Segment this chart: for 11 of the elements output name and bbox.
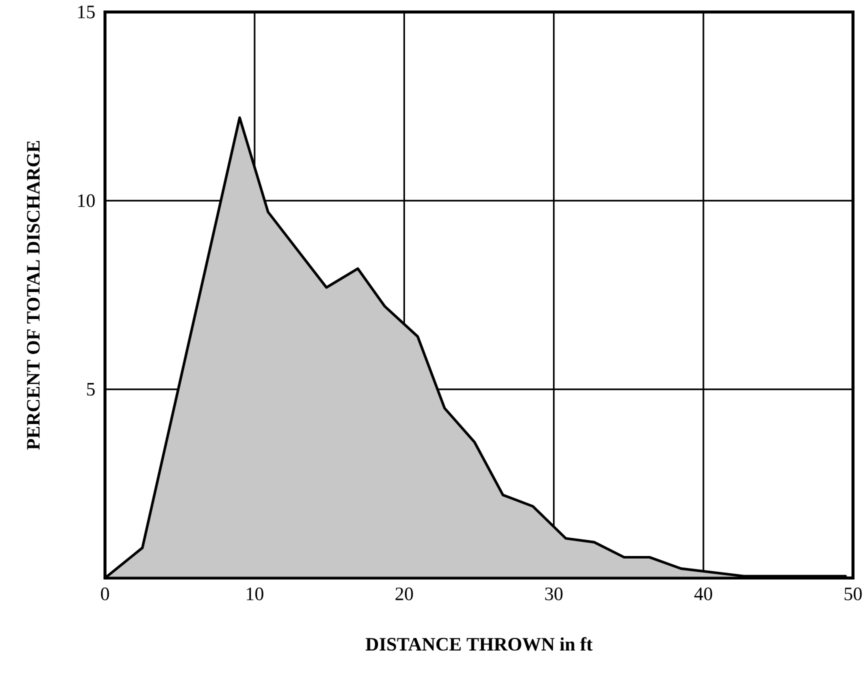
y-tick-label: 15 <box>78 6 95 18</box>
x-tick-label: 0 <box>100 588 109 600</box>
y-tick-label: 5 <box>87 383 95 396</box>
x-tick-label: 10 <box>246 588 264 600</box>
y-tick-label: 10 <box>78 194 95 208</box>
x-tick-label: 50 <box>844 588 862 600</box>
x-tick-label: 20 <box>396 588 413 600</box>
x-axis-title: DISTANCE THROWN in ft <box>366 637 593 651</box>
y-axis-title: PERCENT OF TOTAL DISCHARGE <box>26 140 40 450</box>
x-tick-label: 30 <box>545 588 563 600</box>
x-tick-label: 40 <box>694 588 712 600</box>
